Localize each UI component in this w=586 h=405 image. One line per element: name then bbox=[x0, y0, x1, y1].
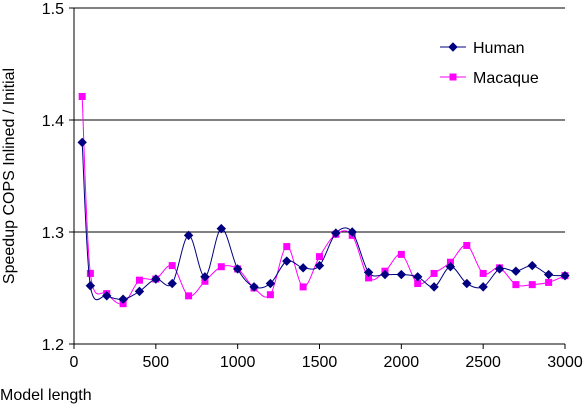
data-point bbox=[545, 279, 552, 286]
legend-item: Human bbox=[440, 40, 525, 57]
data-point bbox=[480, 270, 487, 277]
x-tick-label: 2000 bbox=[384, 354, 420, 371]
data-point bbox=[87, 270, 94, 277]
data-point bbox=[512, 267, 520, 275]
data-point bbox=[79, 93, 86, 100]
data-point bbox=[463, 242, 470, 249]
data-point bbox=[169, 262, 176, 269]
data-point bbox=[299, 264, 307, 272]
legend-label: Macaque bbox=[473, 70, 539, 87]
legend-item: Macaque bbox=[440, 70, 539, 87]
legend-swatch-marker bbox=[450, 74, 457, 81]
data-point bbox=[135, 287, 143, 295]
y-tick-label: 1.5 bbox=[42, 1, 64, 18]
x-tick-label: 1000 bbox=[220, 354, 256, 371]
legend-swatch-marker bbox=[449, 43, 457, 51]
series-human bbox=[78, 138, 569, 303]
x-axis-label: Model length bbox=[0, 387, 92, 404]
legend: Human Macaque bbox=[440, 40, 539, 87]
x-tick-label: 3000 bbox=[547, 354, 583, 371]
data-point bbox=[78, 138, 86, 146]
series-line bbox=[82, 96, 565, 304]
data-point bbox=[168, 280, 176, 288]
series-macaque bbox=[79, 93, 569, 307]
data-point bbox=[283, 243, 290, 250]
x-tick-label: 1500 bbox=[302, 354, 338, 371]
y-axis-label: Speedup COPS Inlined / Initial bbox=[1, 68, 18, 284]
data-point bbox=[267, 291, 274, 298]
y-tick-label: 1.4 bbox=[42, 113, 64, 130]
data-point bbox=[398, 251, 405, 258]
data-point bbox=[300, 283, 307, 290]
axes bbox=[69, 8, 565, 349]
data-point bbox=[431, 270, 438, 277]
data-point bbox=[136, 277, 143, 284]
data-point bbox=[397, 271, 405, 279]
data-point bbox=[185, 292, 192, 299]
x-tick-label: 0 bbox=[70, 354, 79, 371]
data-point bbox=[512, 281, 519, 288]
y-tick-label: 1.3 bbox=[42, 225, 64, 242]
legend-label: Human bbox=[473, 40, 525, 57]
data-point bbox=[545, 271, 553, 279]
data-point bbox=[528, 262, 536, 270]
x-tick-label: 500 bbox=[142, 354, 169, 371]
data-point bbox=[316, 253, 323, 260]
y-tick-label: 1.2 bbox=[42, 337, 64, 354]
data-point bbox=[529, 281, 536, 288]
series-layer bbox=[78, 93, 569, 307]
x-tick-label: 2500 bbox=[465, 354, 501, 371]
data-point bbox=[218, 263, 225, 270]
